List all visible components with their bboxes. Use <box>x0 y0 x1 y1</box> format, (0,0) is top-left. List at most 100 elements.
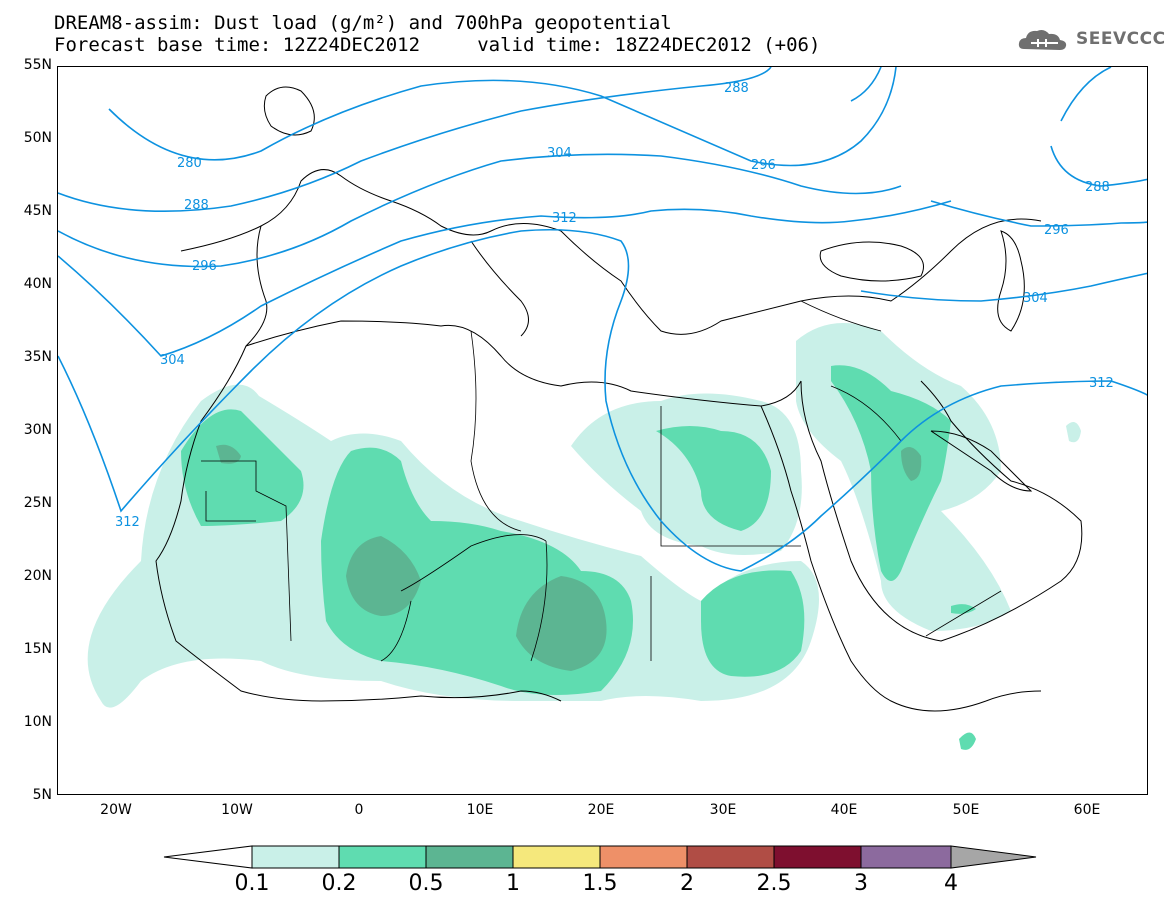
border-mali-niger <box>400 534 547 592</box>
country-borders <box>201 300 1002 662</box>
lat-label: 45N <box>23 203 52 219</box>
contour-304-west <box>58 200 952 357</box>
logo-text: SEEVCCC <box>1076 29 1165 49</box>
border-western-sahara <box>205 491 256 522</box>
colorbar-label: 1 <box>506 871 520 896</box>
border-libya-egypt <box>660 406 801 547</box>
dust-core-iraq <box>901 447 922 481</box>
map-plot-area: 280 288 296 304 312 288 296 304 312 288 … <box>57 66 1148 795</box>
coastline-west-africa <box>155 225 562 702</box>
colorbar <box>163 845 1037 869</box>
contour-label: 288 <box>1085 180 1110 195</box>
colorbar-label: 1.5 <box>582 871 618 896</box>
colorbar-label: 0.5 <box>408 871 444 896</box>
dust-area-egypt-core <box>656 426 771 531</box>
coastline-uk <box>263 86 315 136</box>
coastline-europe <box>180 169 1042 335</box>
dust-area-east <box>1066 422 1081 443</box>
colorbar-swatch <box>425 845 514 869</box>
cloud-icon <box>1018 30 1067 50</box>
coastline-horn <box>985 690 1042 702</box>
coastlines <box>155 86 1083 712</box>
coastline-persian-gulf <box>930 430 1033 492</box>
contour-label: 296 <box>751 158 776 173</box>
contour-296-top <box>1060 67 1112 122</box>
dust-area-iraq <box>831 365 951 581</box>
border-chad-sudan <box>530 540 548 662</box>
lat-label: 30N <box>23 422 52 438</box>
contour-304-east <box>860 272 1147 302</box>
contour-280 <box>108 67 897 167</box>
dust-area-morocco <box>181 409 304 526</box>
border-algeria-libya <box>470 330 522 532</box>
colorbar-swatch <box>686 845 775 869</box>
border-yemen <box>925 590 1002 637</box>
dust-area-yemen <box>951 604 976 614</box>
contour-label: 304 <box>1023 291 1048 306</box>
border-mauritania <box>201 460 292 642</box>
contour-296-west <box>58 153 902 268</box>
colorbar-swatch <box>512 845 601 869</box>
colorbar-swatch <box>599 845 688 869</box>
coastline-red-sea <box>760 405 987 712</box>
lat-label: 15N <box>23 641 52 657</box>
contour-312 <box>58 228 1147 572</box>
colorbar-swatch <box>251 845 340 869</box>
dust-core-mauritania <box>216 444 241 464</box>
contour-label: 296 <box>192 259 217 274</box>
lat-label: 40N <box>23 276 52 292</box>
lat-label: 55N <box>23 57 52 73</box>
geopotential-contours <box>58 67 1147 572</box>
contour-label: 312 <box>115 515 140 530</box>
dust-layer-0.5 <box>216 444 922 671</box>
lon-label: 50E <box>952 802 980 818</box>
map-canvas: 280 288 296 304 312 288 296 304 312 288 … <box>58 67 1147 750</box>
chart-title: DREAM8-assim: Dust load (g/m²) and 700hP… <box>54 12 672 34</box>
contour-label: 280 <box>177 156 202 171</box>
colorbar-label: 0.1 <box>234 871 270 896</box>
border-saudi-iraq <box>830 385 902 442</box>
contour-label: 288 <box>724 81 749 96</box>
lon-label: 60E <box>1073 802 1101 818</box>
lat-label: 25N <box>23 495 52 511</box>
lon-label: 0 <box>354 802 364 818</box>
lon-label: 20E <box>587 802 615 818</box>
contour-label: 304 <box>160 353 185 368</box>
dust-area-somalia <box>959 732 976 750</box>
contour-label: 288 <box>184 198 209 213</box>
contour-label: 312 <box>1089 376 1114 391</box>
lon-label: 40E <box>830 802 858 818</box>
colorbar-label: 4 <box>944 871 958 896</box>
lat-label: 5N <box>32 787 52 803</box>
contour-288-east <box>1050 145 1147 187</box>
lat-label: 10N <box>23 714 52 730</box>
dust-area-sudan <box>701 570 805 677</box>
contour-labels: 280 288 296 304 312 288 296 304 312 288 … <box>115 81 1114 530</box>
dust-core-algeria <box>346 536 421 616</box>
colorbar-label: 3 <box>854 871 868 896</box>
border-niger-chad <box>380 600 412 662</box>
seevccc-logo: SEEVCCC <box>1016 25 1165 57</box>
contour-296-east <box>930 200 1147 227</box>
lat-label: 20N <box>23 568 52 584</box>
lon-label: 10E <box>466 802 494 818</box>
coastline-med-africa <box>245 320 802 407</box>
coastline-caspian <box>997 230 1025 332</box>
contour-label: 304 <box>547 146 572 161</box>
colorbar-arrow-right <box>950 845 1037 869</box>
coastline-italy <box>470 240 529 337</box>
border-turkey <box>800 300 882 332</box>
colorbar-swatch <box>860 845 952 869</box>
lat-label: 50N <box>23 130 52 146</box>
colorbar-label: 2 <box>680 871 694 896</box>
colorbar-label: 2.5 <box>756 871 792 896</box>
dust-core-chad <box>516 576 607 671</box>
colorbar-label: 0.2 <box>321 871 357 896</box>
contour-288-west <box>58 67 772 213</box>
colorbar-swatch <box>773 845 862 869</box>
coastline-arabia <box>800 380 1083 642</box>
lat-label: 35N <box>23 349 52 365</box>
contour-label: 296 <box>1044 223 1069 238</box>
colorbar-arrow-left <box>163 845 253 869</box>
contour-288-top <box>850 67 882 102</box>
